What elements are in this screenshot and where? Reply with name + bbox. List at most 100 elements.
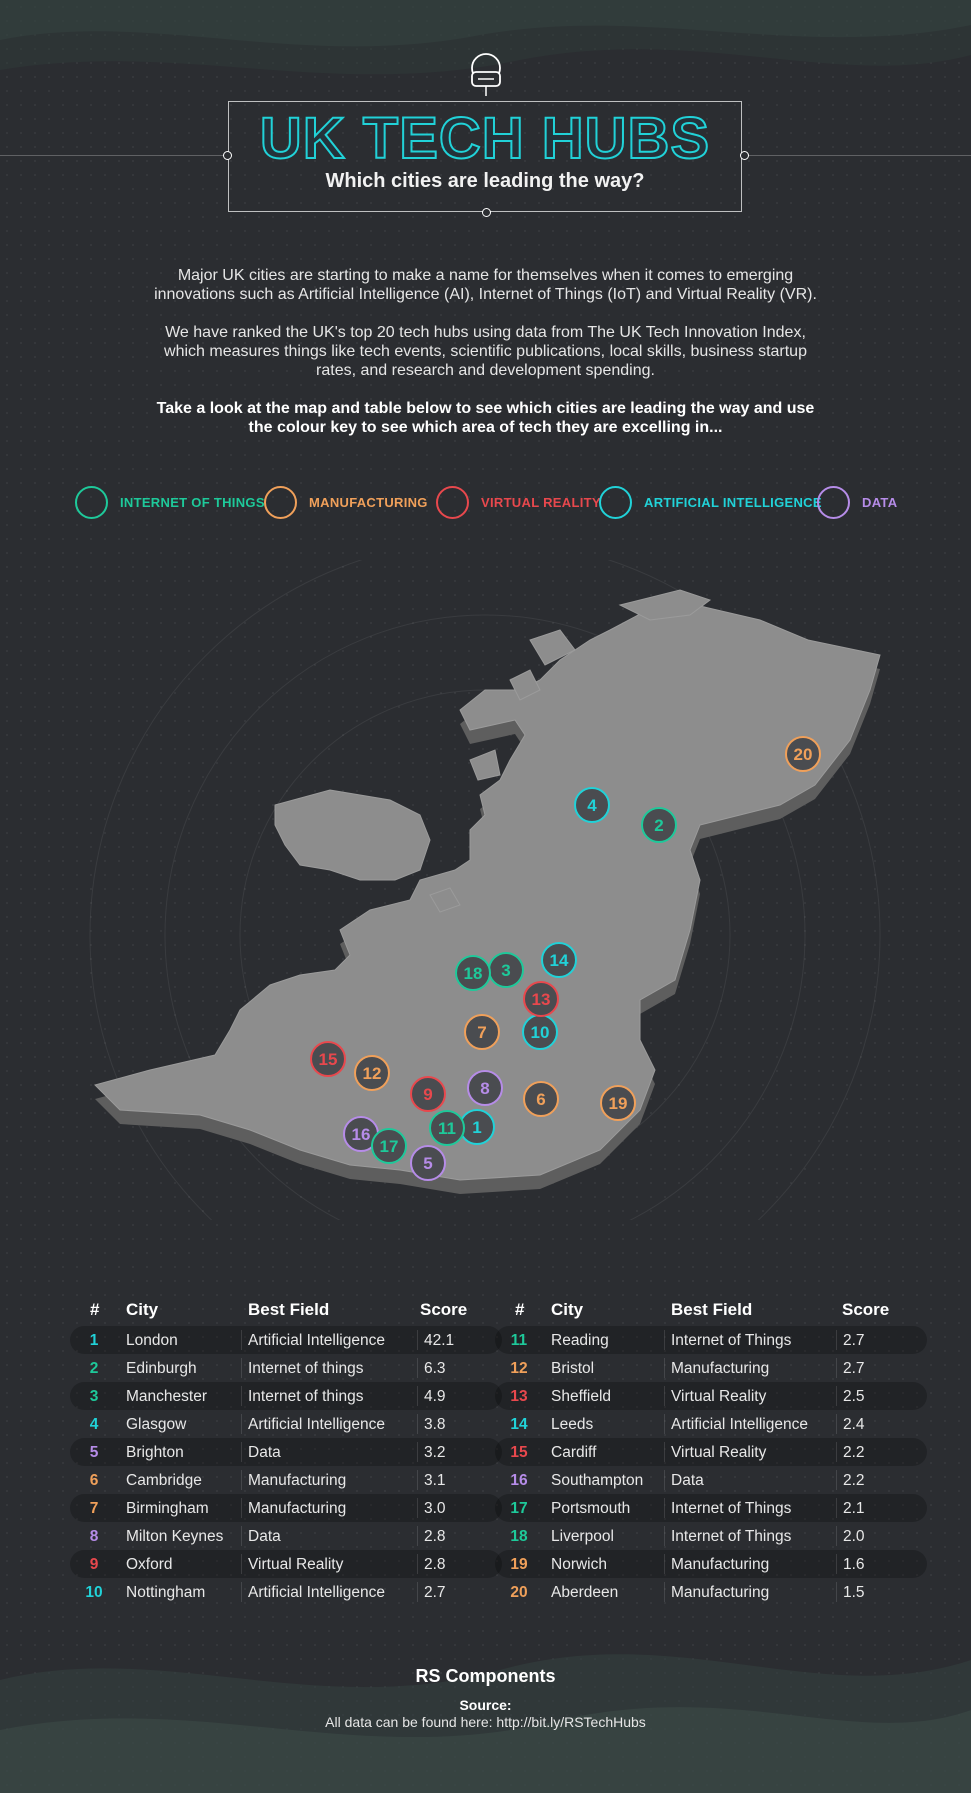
page-title: UK TECH HUBS bbox=[259, 105, 711, 172]
intro-callout: the colour key to see which area of tech… bbox=[248, 419, 723, 436]
marker-rank: 8 bbox=[480, 1079, 489, 1098]
table-header: # City Best Field Score bbox=[495, 1296, 927, 1326]
marker-ring-icon bbox=[785, 736, 821, 772]
legend-label: INTERNET OF THINGS bbox=[120, 494, 265, 510]
row-field: Artificial Intelligence bbox=[248, 1332, 385, 1349]
header-rank: # bbox=[90, 1300, 100, 1319]
row-field: Artificial Intelligence bbox=[671, 1416, 808, 1433]
row-city: Nottingham bbox=[126, 1584, 206, 1601]
table-row: 20 Aberdeen Manufacturing 1.5 bbox=[495, 1578, 927, 1606]
table-body: 1 London Artificial Intelligence 42.1 2 Edinb… bbox=[70, 1326, 502, 1606]
table-row: 16 Southampton Data 2.2 bbox=[495, 1466, 927, 1494]
row-city: Norwich bbox=[551, 1556, 607, 1573]
legend-ring-icon bbox=[817, 485, 850, 519]
column-divider bbox=[417, 1582, 418, 1602]
row-rank: 10 bbox=[85, 1584, 103, 1601]
row-city: Birmingham bbox=[126, 1500, 209, 1517]
source-link[interactable]: All data can be found here: http://bit.l… bbox=[325, 1714, 646, 1730]
column-divider bbox=[241, 1386, 242, 1406]
marker-rank: 16 bbox=[352, 1125, 371, 1144]
marker-ring-icon bbox=[354, 1055, 390, 1091]
city-marker-16: 16 bbox=[343, 1116, 379, 1152]
marker-ring-icon bbox=[429, 1110, 465, 1146]
row-rank: 18 bbox=[510, 1528, 528, 1545]
row-city: Southampton bbox=[551, 1472, 644, 1489]
legend-ring-icon bbox=[599, 485, 632, 519]
column-divider bbox=[836, 1414, 837, 1434]
row-rank: 5 bbox=[89, 1444, 99, 1461]
city-marker-18: 18 bbox=[455, 955, 491, 991]
row-city: Milton Keynes bbox=[126, 1528, 224, 1545]
row-score: 2.8 bbox=[424, 1556, 446, 1573]
marker-rank: 1 bbox=[472, 1118, 481, 1137]
marker-rank: 15 bbox=[319, 1050, 338, 1069]
table-row: 7 Birmingham Manufacturing 3.0 bbox=[70, 1494, 502, 1522]
row-rank: 11 bbox=[510, 1332, 528, 1349]
row-field: Data bbox=[671, 1472, 704, 1489]
city-marker-11: 11 bbox=[429, 1110, 465, 1146]
legend-item-iot: INTERNET OF THINGS bbox=[75, 484, 265, 520]
intro-callout: Take a look at the map and table below t… bbox=[156, 400, 815, 417]
row-rank: 16 bbox=[510, 1472, 528, 1489]
city-marker-6: 6 bbox=[523, 1081, 559, 1117]
row-field: Internet of Things bbox=[671, 1500, 792, 1517]
column-divider bbox=[836, 1582, 837, 1602]
city-marker-7: 7 bbox=[464, 1014, 500, 1050]
row-city: Liverpool bbox=[551, 1528, 614, 1545]
table-row: 4 Glasgow Artificial Intelligence 3.8 bbox=[70, 1410, 502, 1438]
row-rank: 13 bbox=[510, 1388, 528, 1405]
top-wave-decoration bbox=[0, 0, 971, 75]
intro-line: innovations such as Artificial Intellige… bbox=[154, 286, 817, 303]
column-divider bbox=[417, 1442, 418, 1462]
city-marker-5: 5 bbox=[410, 1145, 446, 1181]
marker-rank: 10 bbox=[531, 1023, 550, 1042]
row-field: Internet of Things bbox=[671, 1332, 792, 1349]
row-city: Edinburgh bbox=[126, 1360, 197, 1377]
column-divider bbox=[417, 1414, 418, 1434]
marker-ring-icon bbox=[455, 955, 491, 991]
column-divider bbox=[664, 1442, 665, 1462]
table-row: 18 Liverpool Internet of Things 2.0 bbox=[495, 1522, 927, 1550]
frame-knob-right bbox=[740, 151, 749, 160]
intro-line: We have ranked the UK's top 20 tech hubs… bbox=[165, 324, 806, 341]
marker-rank: 14 bbox=[550, 951, 569, 970]
marker-ring-icon bbox=[641, 807, 677, 843]
column-divider bbox=[241, 1526, 242, 1546]
row-score: 2.7 bbox=[843, 1360, 865, 1377]
row-score: 2.7 bbox=[424, 1584, 446, 1601]
row-field: Artificial Intelligence bbox=[248, 1584, 385, 1601]
row-score: 1.6 bbox=[843, 1556, 865, 1573]
row-rank: 19 bbox=[510, 1556, 528, 1573]
column-divider bbox=[241, 1442, 242, 1462]
row-rank: 2 bbox=[89, 1360, 99, 1377]
table-row: 17 Portsmouth Internet of Things 2.1 bbox=[495, 1494, 927, 1522]
column-divider bbox=[836, 1386, 837, 1406]
row-field: Virtual Reality bbox=[671, 1388, 767, 1405]
column-divider bbox=[664, 1554, 665, 1574]
legend-ring-icon bbox=[75, 485, 108, 519]
city-marker-2: 2 bbox=[641, 807, 677, 843]
row-rank: 1 bbox=[89, 1332, 99, 1349]
row-score: 1.5 bbox=[843, 1584, 865, 1601]
table-row: 6 Cambridge Manufacturing 3.1 bbox=[70, 1466, 502, 1494]
legend-label: MANUFACTURING bbox=[309, 494, 428, 510]
header-city: City bbox=[551, 1300, 584, 1319]
marker-ring-icon bbox=[541, 942, 577, 978]
row-field: Virtual Reality bbox=[248, 1556, 344, 1573]
row-city: Manchester bbox=[126, 1388, 207, 1405]
column-divider bbox=[664, 1330, 665, 1350]
table-row: 3 Manchester Internet of things 4.9 bbox=[70, 1382, 502, 1410]
rankings-table-right: # City Best Field Score 11 Reading Interne… bbox=[495, 1296, 927, 1606]
city-marker-20: 20 bbox=[785, 736, 821, 772]
marker-ring-icon bbox=[310, 1041, 346, 1077]
column-divider bbox=[417, 1330, 418, 1350]
row-field: Internet of Things bbox=[671, 1528, 792, 1545]
row-rank: 4 bbox=[89, 1416, 99, 1433]
marker-rank: 3 bbox=[501, 961, 510, 980]
table-row: 10 Nottingham Artificial Intelligence 2.7 bbox=[70, 1578, 502, 1606]
city-marker-14: 14 bbox=[541, 942, 577, 978]
row-score: 2.5 bbox=[843, 1388, 865, 1405]
row-city: Cardiff bbox=[551, 1444, 597, 1461]
column-divider bbox=[417, 1358, 418, 1378]
